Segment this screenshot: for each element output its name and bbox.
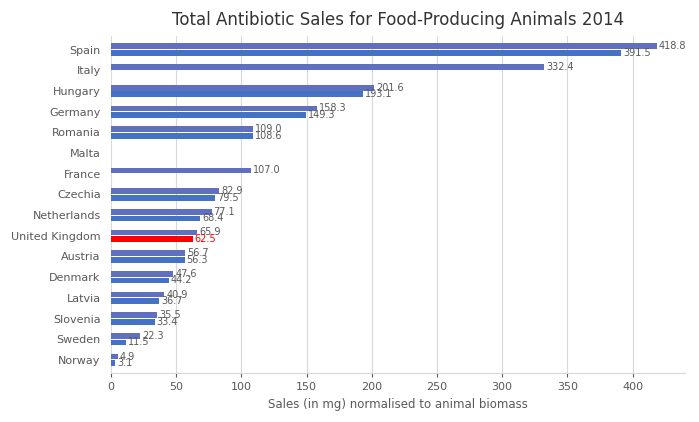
Bar <box>111 250 185 256</box>
Title: Total Antibiotic Sales for Food-Producing Animals 2014: Total Antibiotic Sales for Food-Producin… <box>172 11 624 29</box>
Text: 391.5: 391.5 <box>624 48 651 58</box>
Text: 77.1: 77.1 <box>214 207 236 217</box>
Bar <box>111 236 193 242</box>
Bar <box>111 257 185 262</box>
Text: 332.4: 332.4 <box>547 62 574 72</box>
Text: 4.9: 4.9 <box>120 352 135 362</box>
Text: 56.3: 56.3 <box>187 255 208 265</box>
Bar <box>111 292 164 298</box>
Text: 158.3: 158.3 <box>319 103 347 114</box>
Text: 109.0: 109.0 <box>255 124 282 134</box>
Bar <box>111 188 219 194</box>
Bar <box>111 43 657 49</box>
Text: 22.3: 22.3 <box>142 331 164 341</box>
Text: 47.6: 47.6 <box>175 269 196 279</box>
Text: 418.8: 418.8 <box>659 41 686 51</box>
Bar <box>111 278 168 283</box>
Bar <box>111 209 212 215</box>
Bar <box>111 126 253 132</box>
Text: 65.9: 65.9 <box>199 227 220 238</box>
Bar <box>111 50 621 56</box>
Bar <box>111 133 253 138</box>
Bar <box>111 92 363 97</box>
Bar <box>111 360 115 366</box>
Text: 3.1: 3.1 <box>117 358 132 368</box>
Bar <box>111 195 215 200</box>
Bar <box>111 216 201 221</box>
Text: 56.7: 56.7 <box>187 248 208 258</box>
Text: 201.6: 201.6 <box>376 83 403 93</box>
Bar <box>111 354 117 360</box>
X-axis label: Sales (in mg) normalised to animal biomass: Sales (in mg) normalised to animal bioma… <box>268 398 528 411</box>
Text: 35.5: 35.5 <box>159 310 181 320</box>
Text: 82.9: 82.9 <box>221 186 243 196</box>
Bar <box>111 312 157 318</box>
Bar <box>111 340 126 345</box>
Bar <box>111 168 251 173</box>
Text: 44.2: 44.2 <box>171 276 192 285</box>
Bar <box>111 298 159 304</box>
Bar <box>111 333 140 339</box>
Text: 108.6: 108.6 <box>254 131 282 141</box>
Bar <box>111 112 305 118</box>
Bar <box>111 271 173 277</box>
Bar <box>111 106 317 111</box>
Text: 62.5: 62.5 <box>194 234 216 244</box>
Text: 193.1: 193.1 <box>365 89 392 99</box>
Text: 36.7: 36.7 <box>161 296 182 306</box>
Text: 107.0: 107.0 <box>252 165 280 176</box>
Text: 149.3: 149.3 <box>308 110 336 120</box>
Bar <box>111 85 374 91</box>
Bar <box>111 230 197 235</box>
Text: 11.5: 11.5 <box>128 338 150 347</box>
Text: 68.4: 68.4 <box>202 214 224 223</box>
Text: 79.5: 79.5 <box>217 193 238 203</box>
Bar <box>111 319 154 325</box>
Text: 40.9: 40.9 <box>166 289 188 300</box>
Bar <box>111 64 545 70</box>
Text: 33.4: 33.4 <box>157 317 178 327</box>
